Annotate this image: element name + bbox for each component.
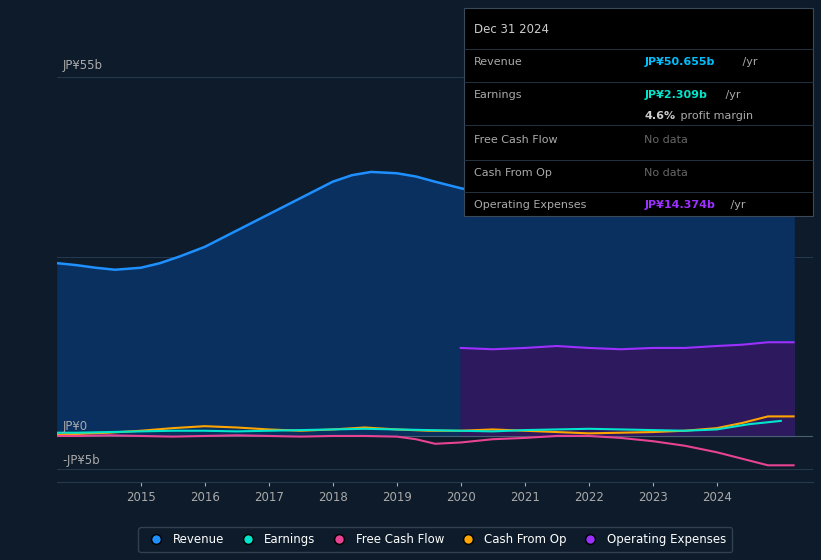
Text: Dec 31 2024: Dec 31 2024 [474,23,548,36]
Text: No data: No data [644,167,688,178]
Text: /yr: /yr [727,200,745,210]
Text: JP¥50.655b: JP¥50.655b [644,57,715,67]
Text: No data: No data [644,135,688,145]
Text: JP¥2.309b: JP¥2.309b [644,90,708,100]
Text: Cash From Op: Cash From Op [474,167,552,178]
Text: -JP¥5b: -JP¥5b [62,454,100,466]
Text: JP¥55b: JP¥55b [62,59,103,72]
Legend: Revenue, Earnings, Free Cash Flow, Cash From Op, Operating Expenses: Revenue, Earnings, Free Cash Flow, Cash … [139,528,732,552]
Text: Free Cash Flow: Free Cash Flow [474,135,557,145]
Text: 4.6%: 4.6% [644,111,676,121]
Text: JP¥0: JP¥0 [62,419,88,433]
Text: profit margin: profit margin [677,111,754,121]
Text: /yr: /yr [722,90,741,100]
Text: Revenue: Revenue [474,57,522,67]
Text: /yr: /yr [739,57,758,67]
Text: Earnings: Earnings [474,90,522,100]
Text: JP¥14.374b: JP¥14.374b [644,200,715,210]
Text: Operating Expenses: Operating Expenses [474,200,586,210]
